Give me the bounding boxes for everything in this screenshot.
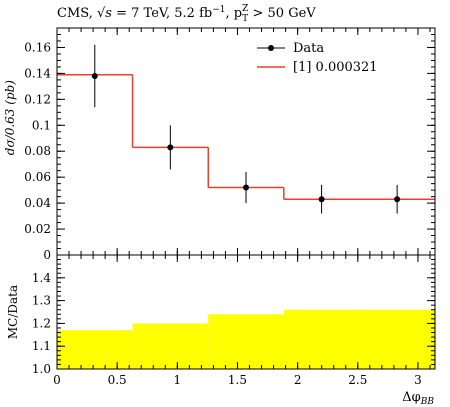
- x-axis-label: ΔφBB: [402, 390, 434, 407]
- main-y-tick-label: 0.14: [24, 66, 51, 80]
- ratio-x-tick-label: 0.5: [108, 373, 127, 387]
- ratio-y-ticks: 1.0 1.1 1.2 1.3 1.4: [32, 259, 435, 376]
- ratio-panel-frame: [56, 254, 436, 370]
- ratio-y-tick-label: 1.4: [32, 271, 51, 285]
- plot-title: CMS, √s = 7 TeV, 5.2 fb−1, pTZ > 50 GeV: [57, 4, 316, 24]
- ratio-x-tick-label: 1.5: [228, 373, 247, 387]
- main-y-tick-label: 0.02: [24, 222, 51, 236]
- ratio-y-axis-label: MC/Data: [6, 285, 20, 339]
- data-point: [91, 72, 98, 79]
- ratio-y-tick-label: 1.0: [32, 362, 51, 376]
- data-point: [243, 184, 250, 191]
- legend-data-marker: [268, 45, 274, 51]
- main-y-tick-label: 0.06: [24, 170, 51, 184]
- main-y-tick-label: 0.08: [24, 144, 51, 158]
- ratio-panel: 0 0.5 1 1.5 2 2.5 3 1.0 1.1 1.2 1.3 1.4 MC/Data Δφ…: [6, 254, 436, 407]
- main-panel-frame: [56, 27, 436, 256]
- ratio-x-tick-label: 3: [414, 373, 422, 387]
- ratio-y-tick-label: 1.1: [32, 339, 51, 353]
- main-y-ticks: 0 0.02 0.04 0.06 0.08 0.1 0.12 0.14 0.16: [24, 33, 435, 262]
- ratio-band-bin: [283, 309, 360, 369]
- ratio-y-tick-label: 1.2: [32, 316, 51, 330]
- ratio-x-tick-label: 0: [53, 373, 61, 387]
- data-point: [167, 144, 174, 151]
- ratio-x-ticks: 0 0.5 1 1.5 2 2.5 3: [53, 255, 431, 387]
- ratio-band-bin: [57, 330, 133, 369]
- main-y-tick-label: 0.04: [24, 196, 51, 210]
- legend: Data [1] 0.000321: [257, 41, 378, 75]
- ratio-band-bin: [208, 314, 284, 369]
- main-y-tick-label: 0.12: [24, 92, 51, 106]
- legend-mc-label: [1] 0.000321: [293, 60, 378, 75]
- ratio-x-tick-label: 1: [174, 373, 182, 387]
- main-y-tick-label: 0: [43, 248, 51, 262]
- ratio-band-bin: [132, 323, 209, 369]
- main-y-tick-label: 0.1: [32, 118, 51, 132]
- ratio-x-tick-label: 2: [294, 373, 302, 387]
- data-point: [394, 196, 401, 203]
- ratio-band-bin: [359, 309, 435, 369]
- main-y-tick-label: 0.16: [24, 40, 51, 54]
- data-point: [318, 196, 325, 203]
- main-panel: 0 0.02 0.04 0.06 0.08 0.1 0.12 0.14 0.16 dσ/0.63…: [3, 27, 436, 262]
- ratio-x-tick-label: 2.5: [348, 373, 367, 387]
- ratio-y-tick-label: 1.3: [32, 294, 51, 308]
- main-y-axis-label: dσ/0.63 (pb): [3, 80, 17, 155]
- legend-data-label: Data: [293, 41, 324, 56]
- main-x-ticks: [56, 28, 431, 255]
